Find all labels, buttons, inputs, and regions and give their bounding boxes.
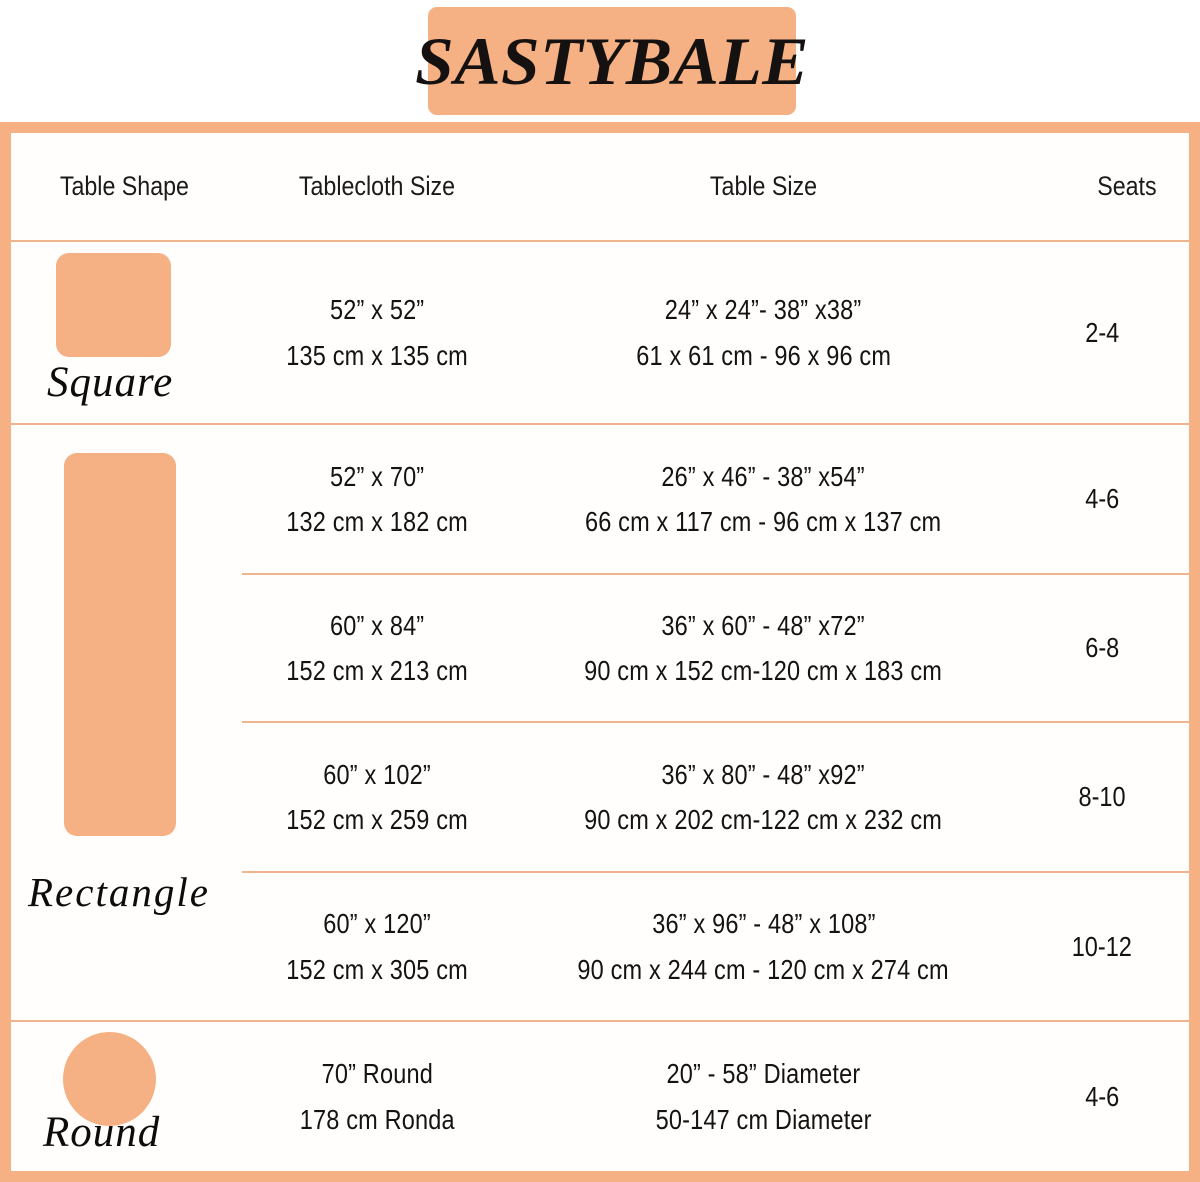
cell-seats: 8-10 (1015, 723, 1189, 871)
rounded-rectangle-swatch-icon (64, 453, 176, 836)
cell-seats: 4-6 (1015, 425, 1189, 573)
cell-seats: 6-8 (1015, 575, 1189, 721)
cell-table-size: 36” x 96” - 48” x 108” 90 cm x 244 cm - … (512, 873, 1015, 1020)
circle-swatch-icon (63, 1032, 156, 1126)
table-size-inches: 26” x 46” - 38” x54” (661, 460, 866, 492)
seats-value: 6-8 (1085, 632, 1119, 663)
tablecloth-inches: 60” x 120” (323, 908, 431, 940)
cell-tablecloth-size: 60” x 84” 152 cm x 213 cm (242, 575, 512, 721)
shape-cell-rectangle (11, 453, 242, 836)
tablecloth-inches: 52” x 70” (329, 460, 425, 492)
shape-label-rectangle: Rectangle (28, 869, 210, 915)
seats-value: 2-4 (1085, 316, 1119, 348)
seats-value: 4-6 (1085, 483, 1119, 514)
tablecloth-cm: 135 cm x 135 cm (286, 339, 468, 371)
cell-seats: 2-4 (1015, 242, 1189, 423)
table-header-row: Table Shape Tablecloth Size Table Size S… (11, 133, 1189, 240)
table-size-inches: 36” x 96” - 48” x 108” (651, 908, 876, 940)
cell-tablecloth-size: 60” x 102” 152 cm x 259 cm (242, 723, 512, 871)
tablecloth-inches: 70” Round (321, 1058, 433, 1090)
brand-header: SASTYBALE (0, 0, 1200, 122)
column-header-tablecloth-size: Tablecloth Size (298, 171, 456, 201)
table-size-cm: 66 cm x 117 cm - 96 cm x 137 cm (585, 506, 942, 537)
row-divider-rectangle-3 (242, 871, 1189, 873)
tablecloth-cm: 152 cm x 259 cm (286, 804, 468, 835)
table-row-rectangle-3: 60” x 102” 152 cm x 259 cm 36” x 80” - 4… (11, 723, 1189, 871)
row-divider-rectangle-4 (11, 1020, 1189, 1022)
brand-name: SASTYBALE (415, 23, 809, 99)
cell-table-size: 36” x 80” - 48” x92” 90 cm x 202 cm-122 … (512, 723, 1015, 871)
table-row-round: 70” Round 178 cm Ronda 20” - 58” Diamete… (11, 1022, 1189, 1171)
tablecloth-cm: 152 cm x 213 cm (286, 655, 468, 686)
table-row-rectangle-4: 60” x 120” 152 cm x 305 cm 36” x 96” - 4… (11, 873, 1189, 1020)
tablecloth-cm: 152 cm x 305 cm (286, 953, 468, 985)
size-chart-table: Table Shape Tablecloth Size Table Size S… (0, 122, 1200, 1182)
table-size-cm: 61 x 61 cm - 96 x 96 cm (636, 339, 891, 371)
tablecloth-inches: 60” x 102” (323, 758, 431, 790)
column-header-table-size: Table Size (709, 171, 818, 201)
cell-table-size: 36” x 60” - 48” x72” 90 cm x 152 cm-120 … (512, 575, 1015, 721)
cell-tablecloth-size: 52” x 52” 135 cm x 135 cm (242, 242, 512, 423)
seats-value: 4-6 (1085, 1080, 1119, 1112)
tablecloth-cm: 132 cm x 182 cm (286, 506, 468, 537)
table-row-rectangle-1: 52” x 70” 132 cm x 182 cm 26” x 46” - 38… (11, 425, 1189, 573)
table-size-inches: 36” x 60” - 48” x72” (661, 609, 866, 641)
header-divider (11, 240, 1189, 242)
row-divider-square (11, 423, 1189, 425)
table-row-rectangle-2: 60” x 84” 152 cm x 213 cm 36” x 60” - 48… (11, 575, 1189, 721)
rounded-square-swatch-icon (56, 253, 171, 357)
row-divider-rectangle-1 (242, 573, 1189, 575)
column-header-seats: Seats (1097, 171, 1157, 201)
table-size-cm: 90 cm x 202 cm-122 cm x 232 cm (584, 804, 943, 835)
tablecloth-inches: 60” x 84” (329, 609, 425, 641)
cell-tablecloth-size: 60” x 120” 152 cm x 305 cm (242, 873, 512, 1020)
shape-cell-round (11, 1022, 242, 1171)
tablecloth-cm: 178 cm Ronda (299, 1103, 455, 1135)
tablecloth-inches: 52” x 52” (329, 294, 425, 326)
table-size-cm: 90 cm x 152 cm-120 cm x 183 cm (584, 655, 943, 686)
shape-cell-square (11, 242, 242, 423)
cell-tablecloth-size: 70” Round 178 cm Ronda (242, 1022, 512, 1171)
cell-seats: 10-12 (1015, 873, 1189, 1020)
table-size-cm: 50-147 cm Diameter (655, 1103, 872, 1135)
table-size-inches: 24” x 24”- 38” x38” (665, 294, 862, 326)
table-size-inches: 20” - 58” Diameter (666, 1058, 861, 1090)
cell-seats: 4-6 (1015, 1022, 1189, 1171)
brand-plate: SASTYBALE (415, 7, 808, 115)
cell-tablecloth-size: 52” x 70” 132 cm x 182 cm (242, 425, 512, 573)
cell-table-size: 26” x 46” - 38” x54” 66 cm x 117 cm - 96… (512, 425, 1015, 573)
cell-table-size: 24” x 24”- 38” x38” 61 x 61 cm - 96 x 96… (512, 242, 1015, 423)
shape-label-round: Round (43, 1109, 161, 1156)
table-row-square: 52” x 52” 135 cm x 135 cm 24” x 24”- 38”… (11, 242, 1189, 423)
cell-table-size: 20” - 58” Diameter 50-147 cm Diameter (512, 1022, 1015, 1171)
row-divider-rectangle-2 (242, 721, 1189, 723)
table-size-cm: 90 cm x 244 cm - 120 cm x 274 cm (577, 953, 950, 985)
table-size-inches: 36” x 80” - 48” x92” (661, 758, 866, 790)
seats-value: 8-10 (1078, 781, 1126, 812)
shape-label-square: Square (47, 359, 174, 406)
column-header-table-shape: Table Shape (59, 171, 189, 201)
seats-value: 10-12 (1071, 930, 1133, 962)
